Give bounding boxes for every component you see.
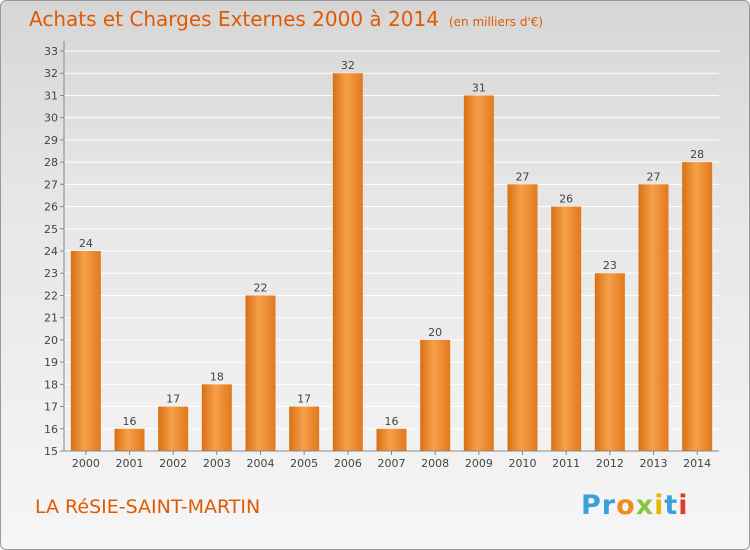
x-tick-label: 2010 [509,457,537,470]
value-label: 20 [428,326,442,339]
logo-letter: r [601,490,617,521]
y-tick-label: 22 [44,289,58,302]
bar [289,406,320,451]
x-tick-label: 2003 [203,457,231,470]
value-labels: 24 16 17 18 22 17 32 16 20 31 27 26 23 27 28 [79,59,704,428]
x-tick-labels: 2000 2001 2002 2003 2004 2005 2006 2007 2008 2009… [72,451,711,470]
x-tick-label: 2008 [421,457,449,470]
x-tick-label: 2012 [596,457,624,470]
y-tick-label: 26 [44,201,58,214]
bar [507,184,538,452]
logo-letter: t [664,490,679,521]
y-tick-label: 18 [44,378,58,391]
y-tick-label: 33 [44,45,58,58]
x-tick-label: 2000 [72,457,100,470]
logo-letter: o [616,490,636,521]
value-label: 32 [341,59,355,72]
y-tick-label: 21 [44,312,58,325]
x-tick-label: 2004 [247,457,275,470]
y-tick-label: 32 [44,67,58,80]
value-label: 31 [472,81,486,94]
value-label: 18 [210,370,224,383]
y-tick-label: 23 [44,267,58,280]
chart-title-text: Achats et Charges Externes 2000 à 2014 [29,7,439,31]
bar [332,73,363,451]
bar [70,251,101,451]
bar [594,273,625,451]
y-tick-label: 25 [44,223,58,236]
y-tick-label: 15 [44,445,58,458]
proxiti-logo: Proxiti [581,490,689,521]
bar [114,428,145,451]
value-label: 17 [166,393,180,406]
chart-title: Achats et Charges Externes 2000 à 2014 (e… [29,7,543,31]
bars [70,73,713,452]
y-tick-label: 16 [44,423,58,436]
bar [201,384,232,451]
bar [158,406,189,451]
commune-name: LA RéSIE-SAINT-MARTIN [35,496,261,518]
x-tick-label: 2005 [290,457,318,470]
bar [551,206,582,451]
value-label: 16 [123,415,137,428]
x-tick-label: 2013 [640,457,668,470]
logo-letter: P [581,490,602,521]
y-tick-label: 17 [44,401,58,414]
y-tick-label: 29 [44,134,58,147]
x-tick-label: 2009 [465,457,493,470]
value-label: 24 [79,237,93,250]
y-tick-label: 19 [44,356,58,369]
value-label: 28 [690,148,704,161]
y-tick-label: 30 [44,112,58,125]
value-label: 27 [516,170,530,183]
logo-letter: x [635,490,655,521]
value-label: 23 [603,259,617,272]
bar [463,95,494,451]
value-label: 27 [647,170,661,183]
bar [245,295,276,451]
bar [638,184,669,452]
y-tick-label: 27 [44,178,58,191]
value-label: 16 [385,415,399,428]
x-tick-label: 2002 [159,457,187,470]
value-label: 26 [559,193,573,206]
y-tick-label: 20 [44,334,58,347]
y-tick-label: 24 [44,245,58,258]
x-tick-label: 2014 [683,457,711,470]
logo-letter: i [654,490,665,521]
y-tick-label: 28 [44,156,58,169]
x-tick-label: 2007 [378,457,406,470]
y-tick-label: 31 [44,89,58,102]
bar [682,162,713,451]
y-tick-labels: 15 16 17 18 19 20 21 22 23 24 25 26 27 28 29 30 31 32 33 [44,45,64,458]
value-label: 22 [254,281,268,294]
x-tick-label: 2011 [552,457,580,470]
value-label: 17 [297,393,311,406]
logo-letter: i [678,490,689,521]
bar [376,428,407,451]
bar [420,339,451,451]
x-tick-label: 2006 [334,457,362,470]
chart-subtitle: (en milliers d'€) [448,15,544,29]
x-tick-label: 2001 [116,457,144,470]
